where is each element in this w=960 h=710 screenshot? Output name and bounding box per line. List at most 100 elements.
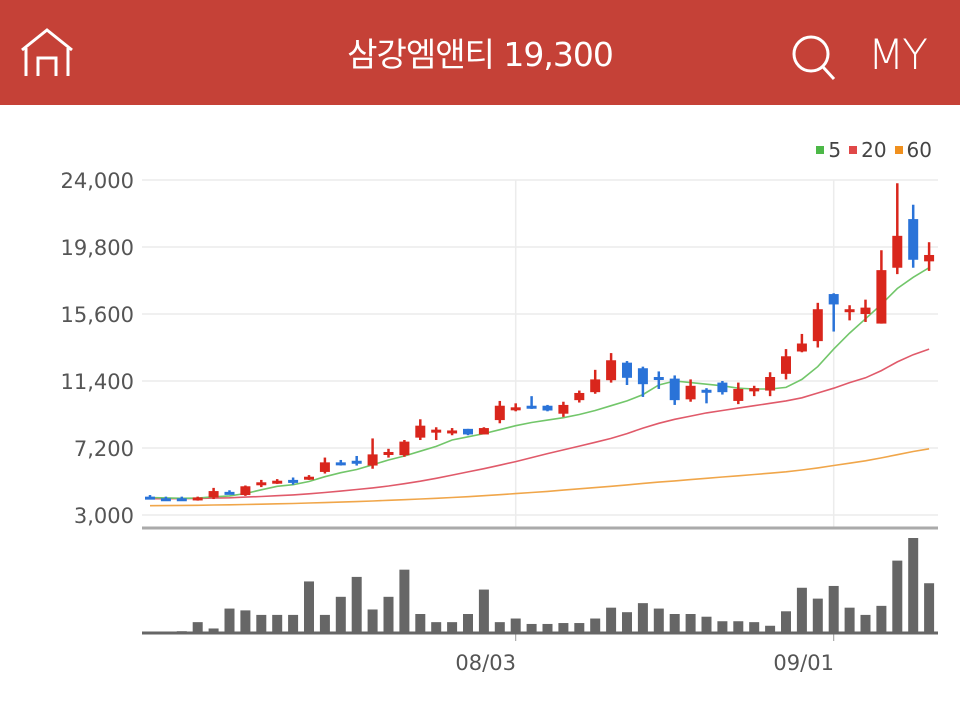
volume-bar <box>224 608 235 633</box>
candle <box>590 379 601 393</box>
candle <box>510 407 521 411</box>
candle <box>415 425 426 438</box>
candle <box>717 382 728 393</box>
candle <box>844 309 855 313</box>
volume-bar <box>812 598 823 633</box>
candle <box>924 254 935 262</box>
volume-bar <box>796 587 807 633</box>
candle <box>304 476 314 480</box>
candle <box>860 307 871 314</box>
candle <box>288 479 299 483</box>
app-header: 삼강엠앤티 19,300 MY <box>0 0 960 105</box>
candle <box>176 498 187 502</box>
volume-bar <box>637 603 648 633</box>
y-tick-label: 24,000 <box>61 169 134 193</box>
candle <box>558 404 569 414</box>
volume-bar <box>622 612 632 633</box>
volume-bar <box>685 614 696 633</box>
candle <box>240 486 251 496</box>
candle <box>160 498 171 502</box>
volume-bar <box>701 616 712 633</box>
volume-bar <box>781 611 791 633</box>
home-icon <box>21 28 73 76</box>
my-page-button[interactable]: MY <box>868 30 928 79</box>
home-button[interactable] <box>18 28 78 80</box>
volume-bar <box>319 614 330 633</box>
candle <box>812 309 823 342</box>
candle <box>701 389 712 393</box>
candle <box>828 294 839 305</box>
volume-bar <box>924 583 935 633</box>
candle <box>145 496 155 500</box>
candle <box>574 392 585 401</box>
search-button[interactable] <box>790 34 840 82</box>
volume-bar <box>192 622 203 633</box>
volume-bar <box>510 618 521 633</box>
volume-bar <box>590 618 601 633</box>
volume-bar <box>749 622 760 633</box>
volume-bar <box>494 622 505 633</box>
ma-legend: 5 20 60 <box>816 138 932 162</box>
candle <box>653 377 664 381</box>
volume-bar <box>653 608 664 633</box>
y-tick-label: 7,200 <box>74 437 134 461</box>
candle <box>447 430 458 434</box>
candle <box>526 405 537 409</box>
volume-bar <box>876 605 887 633</box>
volume-bar <box>574 623 585 633</box>
candle <box>463 428 473 435</box>
volume-bar <box>542 623 553 633</box>
volume-bar <box>335 596 346 633</box>
volume-bar <box>828 585 839 633</box>
legend-item-ma20: 20 <box>849 138 887 162</box>
volume-bar <box>526 623 537 633</box>
candle <box>733 388 744 401</box>
candle <box>749 388 760 392</box>
candle <box>796 343 807 352</box>
candle <box>685 385 696 400</box>
volume-bar <box>256 614 267 633</box>
legend-item-ma5: 5 <box>816 138 841 162</box>
volume-bar <box>272 614 283 633</box>
candle <box>478 428 489 435</box>
volume-bar <box>304 581 314 633</box>
legend-label: 20 <box>861 138 887 162</box>
y-tick-label: 15,600 <box>61 303 134 327</box>
search-icon <box>792 35 836 81</box>
candle <box>542 405 553 411</box>
candle <box>622 362 632 378</box>
volume-bar <box>844 607 855 633</box>
volume-bar <box>478 589 489 633</box>
candle <box>781 356 791 374</box>
volume-bar <box>733 621 744 633</box>
candle <box>399 441 410 456</box>
candle <box>876 270 887 324</box>
volume-bar <box>431 622 442 633</box>
candle <box>224 491 235 495</box>
volume-bar <box>208 628 219 633</box>
volume-bar <box>176 631 187 633</box>
volume-bar <box>892 560 903 633</box>
candle <box>319 462 330 472</box>
candle <box>335 462 346 466</box>
volume-bar <box>367 609 378 633</box>
candle <box>367 454 378 466</box>
volume-bar <box>558 623 569 633</box>
volume-bar <box>717 621 728 633</box>
candle <box>208 491 219 498</box>
volume-bar <box>288 614 299 633</box>
candle <box>192 497 203 501</box>
candle <box>256 482 267 486</box>
candle <box>351 460 362 464</box>
candle <box>494 405 505 421</box>
volume-bar <box>463 614 473 633</box>
y-tick-label: 3,000 <box>74 504 134 528</box>
candle <box>431 429 442 433</box>
y-tick-label: 11,400 <box>61 370 134 394</box>
candle <box>637 368 648 385</box>
volume-bar <box>240 610 251 633</box>
volume-bar <box>765 625 776 633</box>
legend-label: 60 <box>906 138 932 162</box>
candle <box>908 219 919 260</box>
